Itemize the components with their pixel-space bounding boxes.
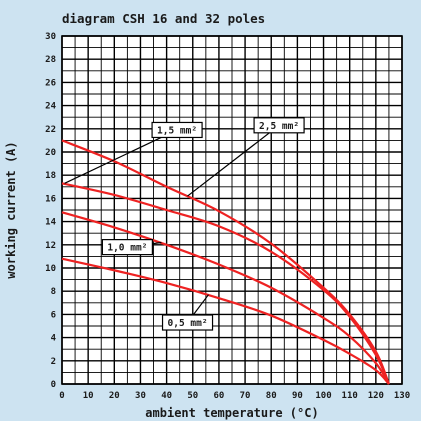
annotation-box [253,117,305,134]
y-tick-label: 30 [45,32,56,42]
y-tick-label: 4 [51,334,57,344]
y-tick-label: 28 [45,55,56,65]
y-tick-label: 14 [45,218,56,228]
annotation-box [101,239,153,256]
annotation-0-5-mm: 0,5 mm² [161,294,214,331]
x-tick-label: 60 [214,391,225,401]
x-tick-label: 70 [240,391,251,401]
chart-title: diagram CSH 16 and 32 poles [62,11,265,26]
y-tick-label: 2 [51,357,56,367]
y-tick-label: 10 [45,264,56,274]
y-tick-label: 24 [45,102,56,112]
series-line-2-5-mm [61,182,390,385]
annotation-label: 1,5 mm² [157,125,197,136]
x-tick-label: 80 [266,391,277,401]
x-tick-label: 50 [187,391,198,401]
tick-labels: 0 10 20 30 40 50 60 70 80 90 100 110 120 130024681012… [45,32,410,401]
y-tick-label: 18 [45,171,56,181]
annotation-label: 1,0 mm² [107,243,147,254]
y-axis-label: working current (A) [4,141,18,278]
x-tick-label: 0 [59,391,64,401]
annotation-leader-line [187,124,280,197]
x-tick-label: 110 [342,391,358,401]
x-tick-label: 130 [394,391,410,401]
x-tick-label: 20 [109,391,120,401]
annotation-box [151,121,203,139]
x-axis-label: ambient temperature (°C) [145,406,318,420]
annotation-1-0-mm: 1,0 mm² [101,239,162,256]
series-line-1-5-mm [61,139,390,385]
y-tick-label: 8 [51,287,56,297]
x-tick-label: 100 [315,391,331,401]
x-tick-label: 10 [83,391,94,401]
annotation-box [161,314,214,331]
y-tick-label: 22 [45,125,56,135]
plot-border [61,35,403,385]
annotation-2-5-mm: 2,5 mm² [187,117,305,197]
annotation-label: 2,5 mm² [259,121,299,132]
annotation-label: 0,5 mm² [168,318,208,329]
series-line-1-0-mm [61,211,390,385]
y-tick-label: 0 [51,380,56,390]
x-tick-label: 90 [292,391,303,401]
annotation-1-5-mm: 1,5 mm² [64,121,203,184]
series-group [61,139,390,385]
x-tick-label: 40 [161,391,172,401]
y-tick-label: 12 [45,241,56,251]
y-tick-label: 26 [45,78,56,88]
x-tick-label: 30 [135,391,146,401]
series-label-annotations: 1,5 mm² 2,5 mm² 1,0 mm² 0,5 mm² [64,117,305,331]
y-tick-label: 6 [51,310,56,320]
x-tick-label: 120 [368,391,384,401]
y-tick-label: 16 [45,194,56,204]
annotation-leader-line [64,129,178,184]
y-tick-label: 20 [45,148,56,158]
series-line-0-5-mm [61,257,390,385]
